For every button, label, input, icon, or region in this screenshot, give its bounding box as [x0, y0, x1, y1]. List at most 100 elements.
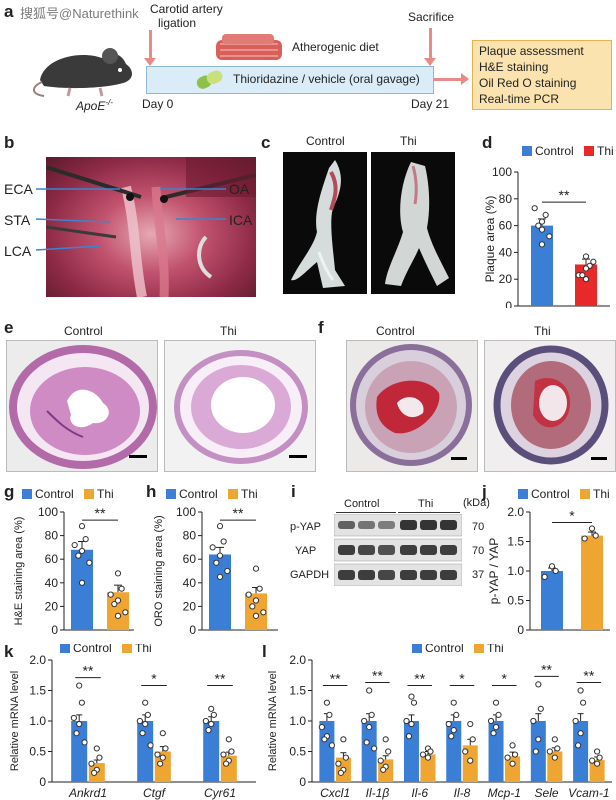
data-point — [252, 565, 260, 572]
data-point — [144, 711, 151, 719]
data-point — [75, 552, 82, 559]
panel-label-g: g — [4, 482, 15, 501]
y-tick-label: 0.5 — [507, 594, 524, 608]
chart-j: 0 0.5 1.0 1.5 2.0 p-YAP / YAP Control Thi * — [487, 487, 610, 636]
y-tick-label: 2.0 — [289, 653, 306, 667]
chart-g: 0 20 40 60 80 100 H&E staining area (%) Control… — [13, 487, 134, 636]
y-tick-label: 20 — [45, 599, 59, 613]
significance-label: ** — [414, 671, 425, 687]
y-tick-label: 0 — [189, 623, 196, 636]
bar-control — [209, 554, 231, 630]
data-point — [220, 538, 227, 545]
assessment-item: Real-time PCR — [479, 92, 560, 106]
data-point — [118, 585, 125, 592]
data-point — [492, 699, 500, 706]
data-point — [139, 730, 146, 737]
data-point — [385, 748, 392, 755]
surgery-label-lca: LCA — [4, 243, 32, 259]
panel-label-h: h — [146, 482, 157, 501]
data-point — [408, 693, 415, 700]
panel-label-i: i — [291, 482, 296, 501]
bar-thi — [154, 751, 171, 782]
bar-control — [361, 721, 377, 782]
data-point — [532, 748, 539, 755]
bar-control — [488, 721, 504, 782]
data-point — [71, 541, 78, 549]
blot-kda-yap: 70 — [472, 545, 485, 557]
data-point — [252, 597, 260, 604]
data-point — [427, 748, 434, 755]
legend-control: Control — [179, 487, 218, 501]
bar-control — [137, 721, 154, 782]
vessel-photo-control — [283, 152, 367, 294]
blot-label-pyap: p-YAP — [290, 521, 321, 533]
oro-control-label: Control — [376, 324, 415, 338]
data-point — [546, 233, 553, 240]
data-point — [208, 720, 215, 728]
y-tick-label: 0 — [299, 775, 306, 789]
data-point — [368, 711, 375, 719]
data-point — [73, 730, 80, 737]
y-tick-label: 1.5 — [29, 684, 46, 698]
data-point — [445, 720, 452, 728]
data-point — [147, 742, 154, 749]
data-point — [82, 536, 89, 543]
y-tick-label: 40 — [45, 576, 59, 590]
day0-label: Day 0 — [142, 97, 174, 111]
gene-label: Ankrd1 — [68, 786, 107, 800]
gene-label: Ctgf — [143, 786, 167, 800]
bar-control — [319, 721, 335, 782]
data-point — [538, 226, 546, 233]
data-point — [256, 585, 263, 592]
y-axis-label: Plaque area (%) — [483, 196, 497, 283]
y-tick-label: 2.0 — [507, 505, 524, 519]
data-point — [538, 241, 546, 248]
legend-swatch-control — [60, 644, 70, 653]
blot-label-gapdh: GAPDH — [290, 569, 330, 581]
significance-label: ** — [83, 663, 94, 679]
significance-label: ** — [233, 505, 244, 521]
y-tick-label: 80 — [183, 529, 197, 543]
blot-label-yap: YAP — [295, 545, 317, 557]
bar-control — [541, 571, 563, 630]
y-axis-label: Relative mRNA level — [267, 671, 279, 771]
surgery-label-ica: ICA — [229, 212, 253, 228]
data-point — [551, 754, 558, 761]
y-tick-label: 20 — [499, 272, 513, 286]
data-point — [78, 523, 86, 530]
data-point — [157, 760, 164, 767]
data-point — [260, 609, 267, 616]
data-point — [213, 559, 220, 566]
legend-swatch-thi — [584, 146, 594, 156]
surgery-photo-detail — [46, 157, 256, 297]
assessment-item: Plaque assessment — [479, 44, 584, 58]
data-point — [142, 699, 149, 706]
legend-thi: Thi — [487, 644, 504, 655]
treatment-label: Thioridazine / vehicle (oral gavage) — [233, 72, 420, 86]
data-point — [78, 699, 85, 706]
data-point — [216, 552, 224, 559]
legend-control: Control — [73, 644, 112, 655]
he-photo-control — [6, 340, 158, 472]
data-point — [114, 597, 122, 604]
data-point — [228, 748, 235, 755]
y-tick-label: 1.0 — [507, 564, 524, 578]
y-tick-label: 40 — [183, 576, 197, 590]
data-point — [535, 222, 542, 229]
data-point — [594, 760, 601, 767]
legend-thi: Thi — [97, 487, 114, 501]
oro-section-control — [350, 344, 472, 466]
chart-h: 0 20 40 60 80 100 ORO staining area (%) Control… — [153, 487, 278, 636]
data-point — [377, 757, 384, 764]
y-tick-label: 0.5 — [289, 745, 306, 759]
data-point — [114, 612, 122, 619]
y-tick-label: 0.5 — [29, 745, 46, 759]
gene-label: Cyr61 — [204, 786, 236, 800]
pill-icon — [196, 70, 223, 89]
data-point — [326, 711, 333, 719]
panel-label-l: l — [262, 642, 267, 661]
he-section-thi — [174, 350, 308, 464]
legend-control: Control — [35, 487, 74, 501]
y-tick-label: 20 — [183, 599, 197, 613]
data-point — [579, 272, 586, 279]
